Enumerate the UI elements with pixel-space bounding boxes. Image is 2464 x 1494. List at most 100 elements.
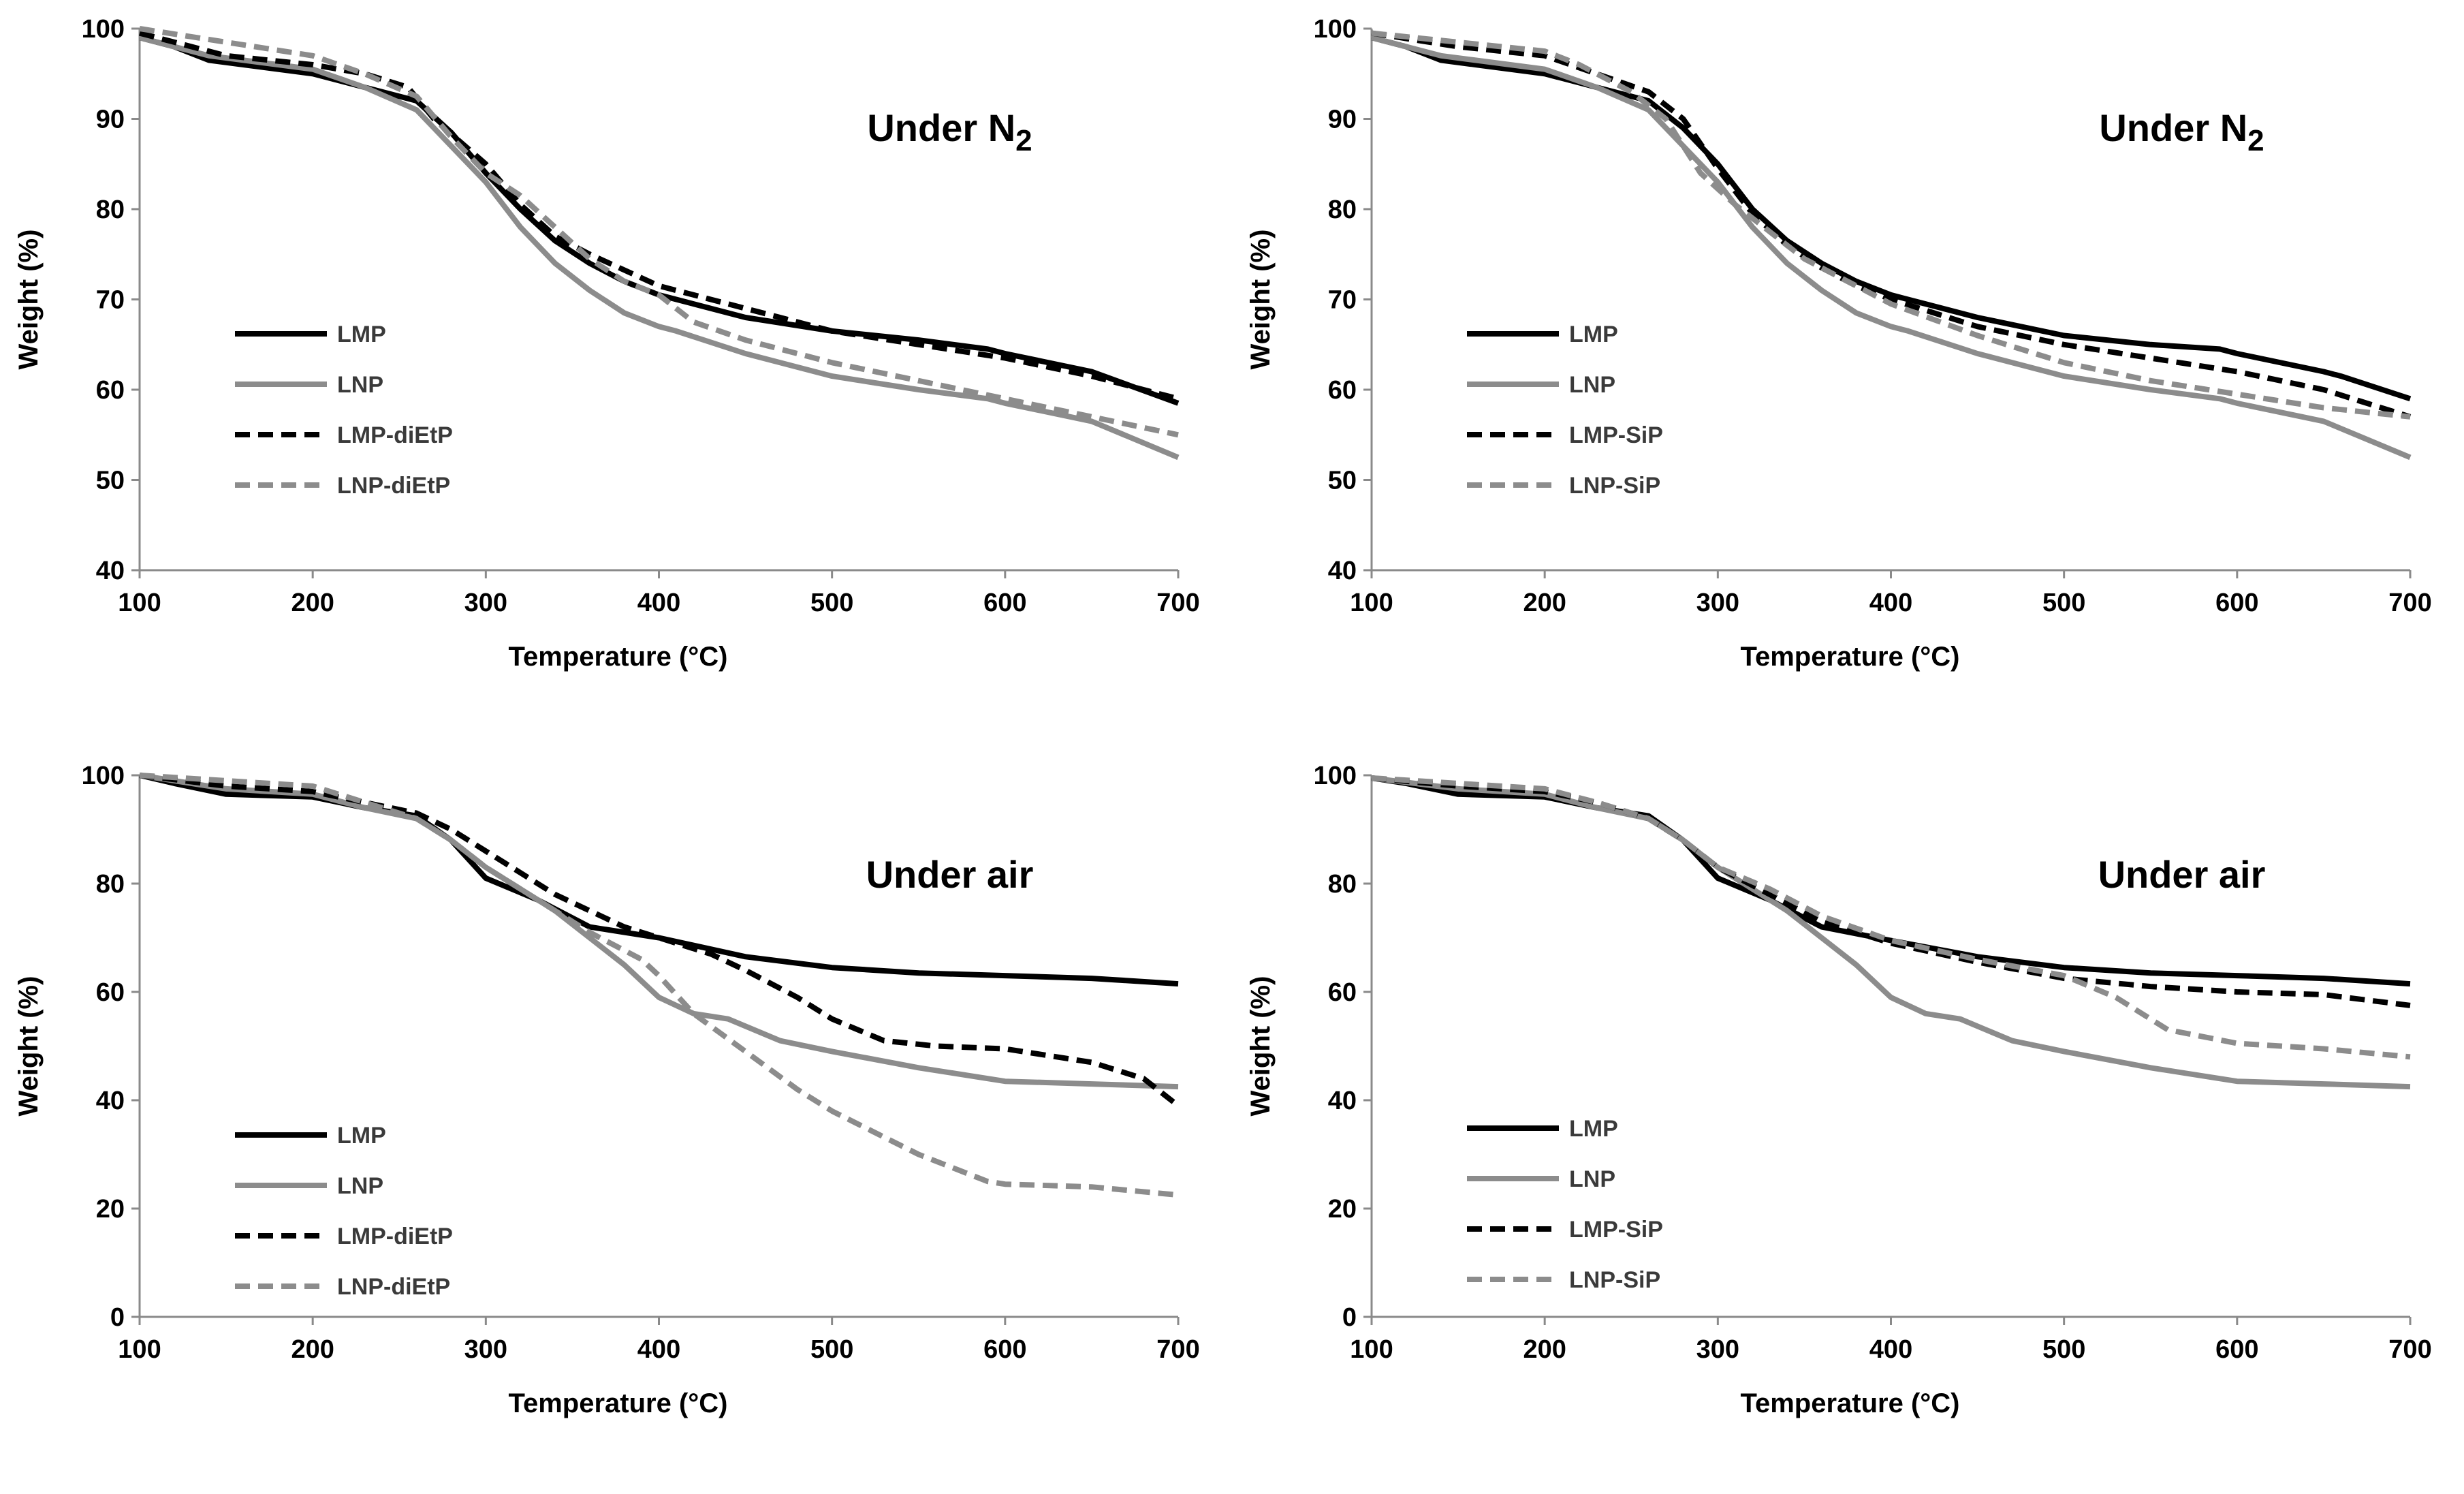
x-tick-label: 700 [1156,1335,1199,1364]
x-tick-label: 700 [1156,589,1199,617]
y-tick-label: 50 [1328,467,1357,495]
series-line-lnp-sip [1371,775,2411,1060]
series-line-lnp-dietp [139,773,1179,1198]
panel-title-subscript: 2 [1015,124,1032,157]
y-tick-label: 20 [1328,1195,1357,1224]
panel-title: Under N2 [867,106,1032,157]
y-tick-label: 40 [96,1087,125,1115]
x-tick-label: 600 [2215,589,2258,617]
x-tick-label: 200 [291,1335,334,1364]
y-axis-title: Weight (%) [14,230,44,370]
legend-label: LNP [337,372,383,398]
series-line-lmp-dietp [139,773,1180,1108]
y-tick-label: 90 [96,106,125,134]
x-tick-label: 600 [983,1335,1026,1364]
series-line-lmp-sip [1371,775,2411,1008]
y-tick-label: 40 [1328,1087,1357,1115]
x-axis-title: Temperature (°C) [509,1388,728,1418]
series-line-lnp-sip [1371,30,2411,420]
chart-top-right: 40 50 60 70 80 90 100 100 200 300 400 500 600 700 Temp… [1246,15,2432,672]
x-tick-label: 600 [983,589,1026,617]
legend-label: LMP-diEtP [337,1224,453,1249]
y-tick-label: 80 [96,870,125,899]
x-tick-label: 300 [1696,589,1739,617]
legend-label: LNP-SiP [1569,473,1660,499]
x-axis-title: Temperature (°C) [509,642,728,672]
legend-label: LMP [1569,322,1618,347]
chart-top-left: 40 50 60 70 80 90 100 100 200 300 400 500 600 700 Temp… [14,15,1200,672]
legend-label: LNP [1569,372,1615,398]
panel-title-main: Under N [867,106,1015,149]
legend-label: LMP-diEtP [337,422,453,448]
y-tick-label: 70 [1328,286,1357,315]
x-tick-label: 200 [1523,589,1566,617]
x-tick-label: 500 [2042,589,2085,617]
x-tick-label: 400 [1869,589,1912,617]
y-tick-label: 0 [110,1303,125,1332]
y-tick-label: 100 [1314,15,1357,44]
panel-title-main: Under N [2099,106,2247,149]
series-line-lmp [1370,35,2412,402]
y-tick-label: 40 [96,557,125,585]
y-tick-label: 100 [82,762,125,790]
legend-label: LNP-diEtP [337,473,450,499]
y-tick-label: 100 [1314,762,1357,790]
y-tick-label: 50 [96,467,125,495]
panel-title: Under N2 [2099,106,2264,157]
series-line-lnp-dietp [139,26,1179,438]
y-tick-label: 90 [1328,106,1357,134]
y-tick-label: 60 [1328,978,1357,1007]
x-tick-label: 700 [2388,589,2431,617]
y-tick-label: 20 [96,1195,125,1224]
series-line-lmp [138,35,1180,406]
x-tick-label: 500 [2042,1335,2085,1364]
y-tick-label: 80 [1328,196,1357,224]
x-tick-label: 200 [1523,1335,1566,1364]
x-tick-label: 100 [118,1335,161,1364]
x-axis-title: Temperature (°C) [1741,642,1960,672]
y-axis-title: Weight (%) [1246,976,1276,1117]
legend-label: LMP [337,1123,386,1149]
legend-label: LNP-diEtP [337,1274,450,1300]
x-tick-label: 300 [464,589,507,617]
series-line-lmp-dietp [138,30,1180,402]
y-tick-label: 60 [96,978,125,1007]
panel-title: Under air [866,853,1034,896]
series-line-lnp [138,35,1180,461]
panel-title-main: Under air [2098,853,2266,896]
x-tick-label: 500 [810,589,853,617]
y-axis-title: Weight (%) [1246,230,1276,370]
series-line-lnp [1370,35,2412,461]
y-tick-label: 100 [82,15,125,44]
x-tick-label: 100 [1350,1335,1393,1364]
x-tick-label: 400 [637,1335,680,1364]
legend-label: LMP [1569,1116,1618,1142]
y-tick-label: 0 [1342,1303,1357,1332]
y-tick-label: 80 [96,196,125,224]
x-tick-label: 400 [637,589,680,617]
x-tick-label: 500 [810,1335,853,1364]
x-tick-label: 200 [291,589,334,617]
x-tick-label: 300 [464,1335,507,1364]
legend-label: LNP [337,1173,383,1199]
x-tick-label: 700 [2388,1335,2431,1364]
panel-title-main: Under air [866,853,1034,896]
chart-bottom-left: 0 20 40 60 80 100 100 200 300 400 500 600 700 Tempera… [14,762,1200,1418]
chart-bottom-right: 0 20 40 60 80 100 100 200 300 400 500 600 700 Tempera… [1246,762,2432,1418]
y-axis-title: Weight (%) [14,976,44,1117]
y-tick-label: 60 [1328,376,1357,405]
series-line-lnp [139,773,1179,1090]
y-tick-label: 40 [1328,557,1357,585]
legend-label: LMP [337,322,386,347]
x-tick-label: 100 [118,589,161,617]
legend-label: LMP-SiP [1569,1217,1663,1243]
y-tick-label: 60 [96,376,125,405]
panel-title-subscript: 2 [2247,124,2264,157]
x-tick-label: 600 [2215,1335,2258,1364]
x-tick-label: 300 [1696,1335,1739,1364]
x-tick-label: 400 [1869,1335,1912,1364]
legend-label: LNP-SiP [1569,1267,1660,1293]
x-tick-label: 100 [1350,589,1393,617]
legend-label: LMP-SiP [1569,422,1663,448]
y-tick-label: 80 [1328,870,1357,899]
